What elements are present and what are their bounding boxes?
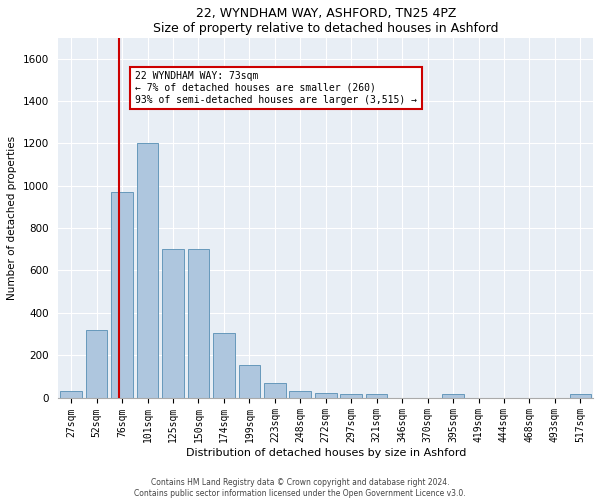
Bar [569,394,591,398]
Bar [366,394,388,398]
Bar [315,394,337,398]
Bar [86,330,107,398]
Bar [111,192,133,398]
Bar [188,250,209,398]
Bar [239,364,260,398]
Text: 22 WYNDHAM WAY: 73sqm
← 7% of detached houses are smaller (260)
93% of semi-deta: 22 WYNDHAM WAY: 73sqm ← 7% of detached h… [135,72,417,104]
Bar [61,391,82,398]
Title: 22, WYNDHAM WAY, ASHFORD, TN25 4PZ
Size of property relative to detached houses : 22, WYNDHAM WAY, ASHFORD, TN25 4PZ Size … [153,7,499,35]
Text: Contains HM Land Registry data © Crown copyright and database right 2024.
Contai: Contains HM Land Registry data © Crown c… [134,478,466,498]
Bar [264,382,286,398]
Bar [213,333,235,398]
Bar [289,391,311,398]
Bar [137,144,158,398]
X-axis label: Distribution of detached houses by size in Ashford: Distribution of detached houses by size … [185,448,466,458]
Bar [340,394,362,398]
Bar [442,394,464,398]
Y-axis label: Number of detached properties: Number of detached properties [7,136,17,300]
Bar [162,250,184,398]
